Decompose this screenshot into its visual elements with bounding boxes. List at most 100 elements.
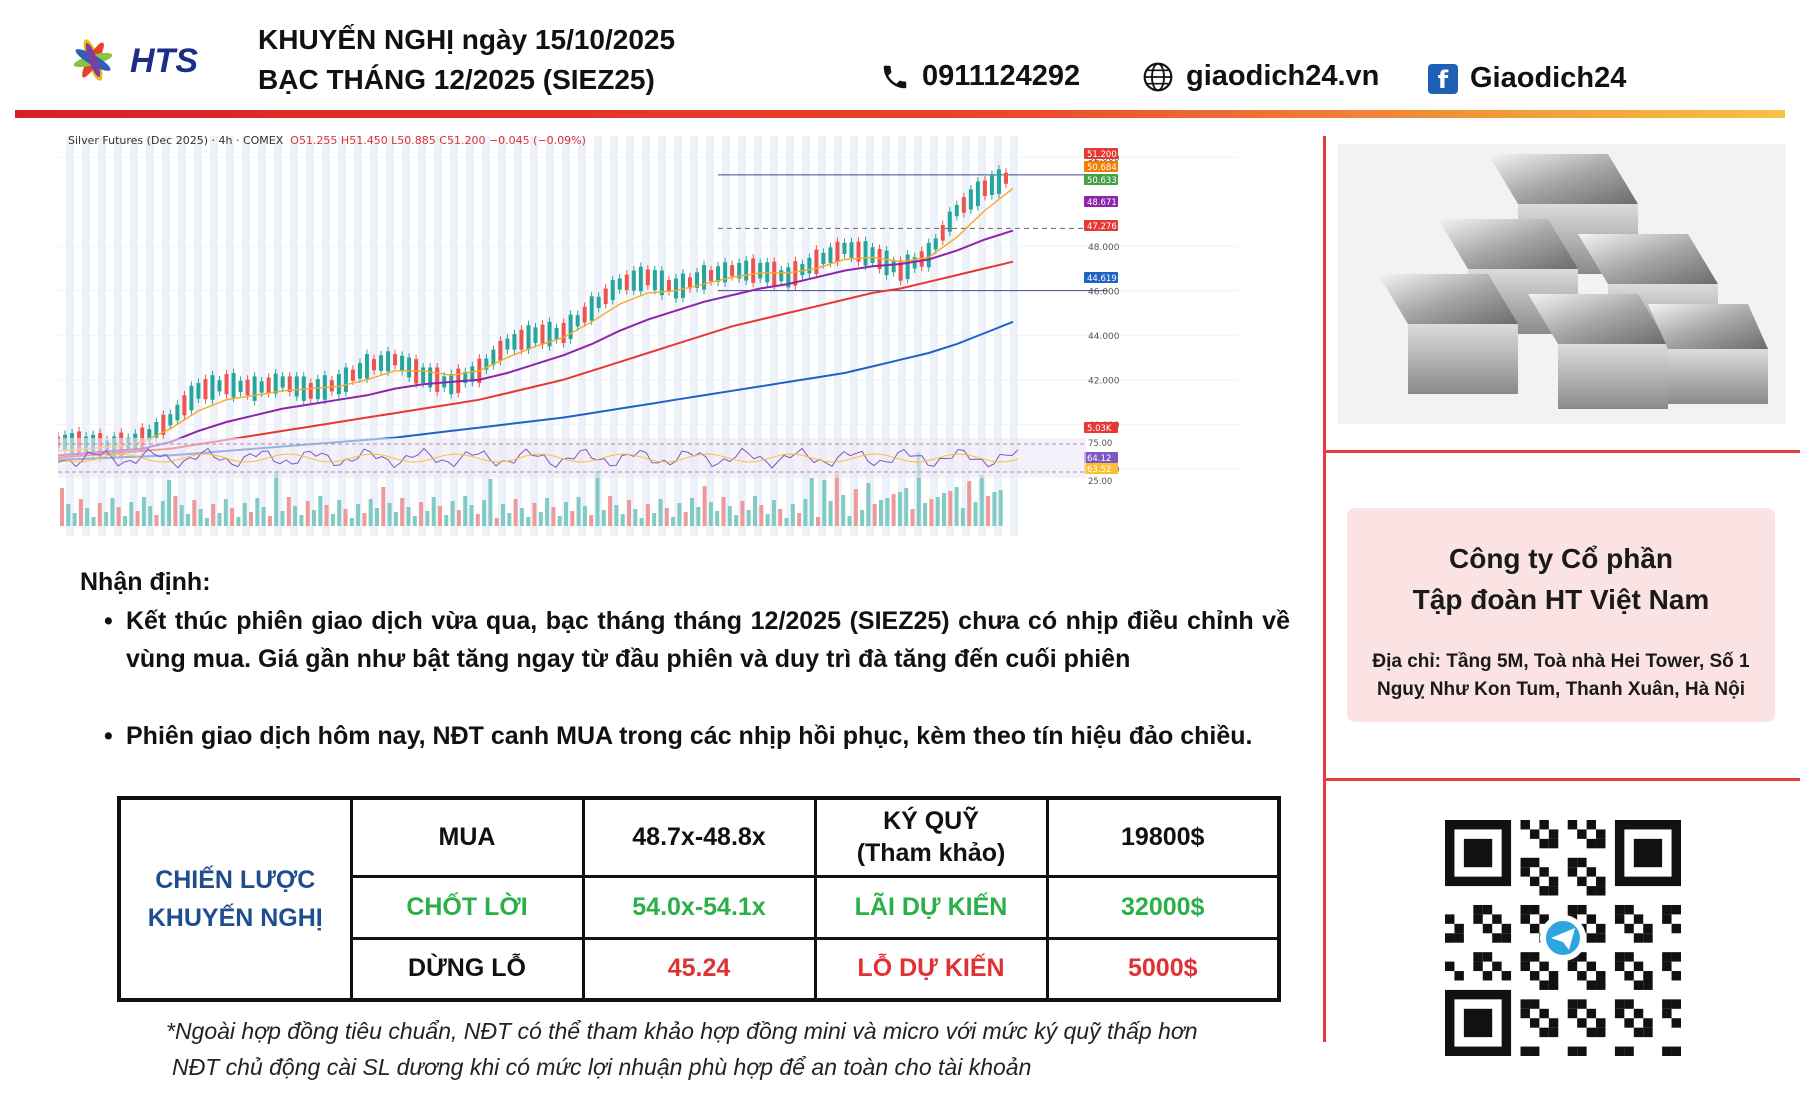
session-band	[610, 136, 618, 536]
volume-bar	[330, 514, 335, 526]
session-band	[338, 136, 346, 536]
candle-body	[175, 404, 180, 421]
volume-bar	[595, 471, 600, 526]
strategy-label: CHIẾN LƯỢC KHUYẾN NGHỊ	[117, 796, 353, 1002]
volume-bar	[148, 506, 153, 526]
volume-bar	[141, 497, 146, 526]
candle-body	[287, 376, 292, 392]
session-band	[82, 136, 90, 536]
candle-body	[758, 262, 763, 279]
qr-module	[1539, 886, 1549, 896]
qr-module	[1671, 923, 1681, 934]
expected-loss-value: 5000$	[1045, 936, 1281, 1002]
hts-logo: HTS	[58, 20, 208, 100]
candle-body	[484, 358, 489, 370]
session-band	[754, 136, 762, 536]
volume-bar	[104, 512, 109, 526]
website-contact[interactable]: giaodich24.vn	[1142, 60, 1379, 93]
volume-bar	[97, 503, 102, 526]
volume-bar	[116, 507, 121, 526]
qr-module	[1671, 971, 1681, 981]
volume-bar	[910, 509, 915, 526]
session-band	[914, 136, 922, 536]
volume-bar	[249, 512, 253, 526]
rsi-line	[58, 447, 1019, 469]
volume-bar	[847, 516, 852, 526]
qr-module	[1548, 886, 1559, 896]
qr-module	[1596, 980, 1606, 990]
qr-module	[1539, 867, 1549, 877]
qr-module	[1539, 838, 1549, 849]
candle-body	[280, 376, 285, 388]
volume-bar	[444, 515, 449, 526]
volume-bar	[809, 478, 814, 526]
candle-body	[779, 270, 784, 282]
session-band	[466, 136, 474, 536]
candle-body	[561, 322, 566, 343]
qr-module	[1520, 914, 1530, 924]
qr-module	[1548, 838, 1559, 849]
session-band	[770, 136, 778, 536]
telegram-qr-code[interactable]	[1445, 820, 1681, 1056]
candle-body	[526, 325, 531, 350]
candle-body	[315, 379, 320, 400]
candle-body	[189, 385, 194, 411]
qr-finder-core	[1463, 838, 1493, 868]
volume-bar	[318, 496, 323, 526]
volume-bar	[488, 479, 493, 526]
candle-body	[512, 334, 517, 350]
qr-module	[1492, 961, 1502, 972]
expected-profit-label: LÃI DỰ KIẾN	[813, 874, 1049, 940]
qr-module	[1567, 1046, 1578, 1056]
volume-bar	[545, 498, 550, 526]
qr-module	[1501, 971, 1512, 981]
volume-bar	[91, 517, 96, 526]
volume-bar	[765, 514, 770, 526]
qr-module	[1577, 999, 1587, 1009]
session-band	[66, 136, 74, 536]
candle-body	[926, 242, 931, 268]
qr-module	[1520, 904, 1530, 915]
candle-body	[491, 349, 496, 366]
phone-contact[interactable]: 0911124292	[880, 60, 1080, 93]
candle-body	[870, 247, 875, 263]
volume-bar	[312, 510, 316, 526]
company-address-line1: Địa chỉ: Tầng 5M, Toà nhà Hei Tower, Số …	[1372, 651, 1750, 672]
price-axis-label: 44.000	[1088, 332, 1120, 342]
facebook-contact[interactable]: f Giaodich24	[1428, 62, 1626, 95]
volume-bar	[513, 499, 518, 526]
volume-bar	[110, 498, 115, 526]
qr-module	[1662, 1046, 1672, 1056]
qr-finder-core	[1463, 1008, 1493, 1038]
qr-module	[1520, 857, 1530, 868]
volume-bar	[135, 511, 140, 526]
price-badge-label: 50.633	[1087, 176, 1117, 186]
candle-body	[364, 354, 369, 379]
qr-module	[1624, 952, 1634, 962]
candle-body	[617, 278, 622, 290]
volume-bar	[280, 511, 285, 526]
candle-body	[603, 288, 608, 305]
price-badge	[1084, 174, 1118, 185]
qr-module	[1577, 904, 1587, 915]
volume-bar	[217, 513, 222, 526]
session-band	[306, 136, 314, 536]
session-band	[930, 136, 938, 536]
chart-ohlc: O51.255 H51.450 L50.885 C51.200 −0.045 (…	[290, 134, 586, 147]
volume-bar	[828, 501, 833, 526]
qr-module	[1614, 914, 1625, 924]
candle-body	[435, 367, 440, 392]
qr-module	[1473, 952, 1483, 962]
volume-bar	[186, 514, 190, 526]
margin-value: 19800$	[1045, 796, 1281, 878]
candle-body	[568, 314, 573, 340]
volume-bar	[261, 507, 266, 526]
volume-bar	[337, 500, 342, 526]
qr-module	[1614, 1046, 1625, 1056]
volume-bar	[438, 506, 442, 526]
session-band	[370, 136, 378, 536]
qr-module	[1662, 1008, 1672, 1019]
candle-body	[631, 270, 636, 291]
qr-module	[1454, 923, 1464, 934]
qr-module	[1539, 1008, 1549, 1019]
